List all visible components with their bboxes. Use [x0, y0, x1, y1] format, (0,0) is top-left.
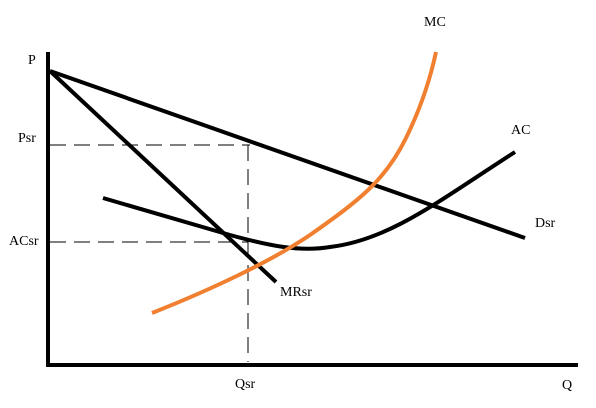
y-axis-label: P	[28, 53, 36, 68]
mr-curve	[48, 69, 278, 284]
price-label: Psr	[18, 131, 36, 146]
cost-label: ACsr	[9, 234, 39, 249]
x-axis-label: Q	[562, 378, 572, 393]
mc-label: MC	[424, 15, 446, 30]
demand-curve	[49, 69, 526, 240]
ac-label: AC	[511, 123, 530, 138]
mr-label: MRsr	[280, 285, 312, 300]
ac-curve	[102, 150, 517, 251]
quantity-label: Qsr	[235, 377, 256, 392]
mc-curve	[151, 51, 438, 315]
demand-label: Dsr	[535, 216, 556, 231]
